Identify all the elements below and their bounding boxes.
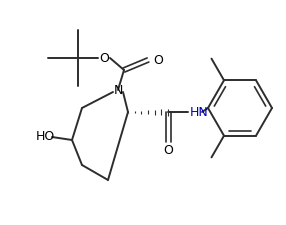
Text: O: O: [163, 144, 173, 157]
Text: O: O: [153, 54, 163, 67]
Text: HN: HN: [190, 106, 209, 119]
Text: O: O: [99, 52, 109, 65]
Text: N: N: [113, 83, 123, 97]
Text: HO: HO: [36, 130, 55, 144]
